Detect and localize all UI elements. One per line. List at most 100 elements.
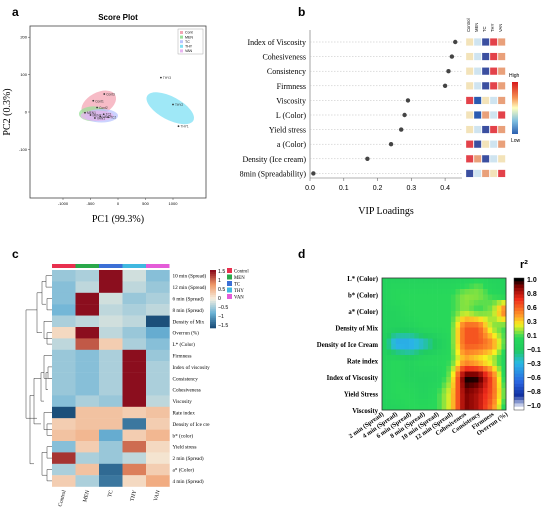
correlation-cell <box>455 349 461 356</box>
correlation-cell <box>487 344 493 350</box>
correlation-cell <box>441 294 447 301</box>
correlation-cell <box>404 300 410 306</box>
vip-category-label: Viscosity <box>276 96 306 105</box>
correlation-cell <box>427 333 433 339</box>
correlation-cell <box>469 327 475 334</box>
correlation-cell <box>473 360 479 367</box>
correlation-cell <box>441 316 447 323</box>
colorbar-step <box>210 314 216 317</box>
correlation-cell <box>409 382 415 389</box>
legend-label: THY <box>185 45 193 49</box>
correlation-cell <box>487 404 493 411</box>
correlation-cell <box>473 338 479 345</box>
correlation-cell <box>386 344 392 350</box>
correlation-cell <box>496 377 502 383</box>
colorbar-tick-label: −0.6 <box>527 375 541 382</box>
colorbar-step <box>514 360 524 365</box>
correlation-cell <box>432 338 438 345</box>
correlation-cell <box>437 377 443 383</box>
correlation-cell <box>432 355 438 361</box>
colorbar-tick-label: 1.5 <box>218 269 225 275</box>
vip-x-tick-label: 0.1 <box>339 185 349 192</box>
x-tick-label: 500 <box>142 201 149 206</box>
cluster-colorbar: 1.5 1 0.5 0 −0.5 −1 −1.5 <box>210 269 228 329</box>
correlation-cell <box>386 316 392 323</box>
heatmap-cell <box>146 384 170 396</box>
heatmap-row-label: Viscosity <box>173 399 193 405</box>
correlation-cell <box>441 283 447 290</box>
correlation-row-label: Density of Ice Cream <box>317 342 379 349</box>
colorbar-step <box>514 291 524 295</box>
heatmap-cell <box>146 281 170 293</box>
correlation-cell <box>409 349 415 356</box>
colorbar-step <box>210 299 216 302</box>
correlation-cell <box>395 327 401 334</box>
vip-group-cell <box>489 67 498 76</box>
vip-point <box>402 112 407 118</box>
correlation-cell <box>418 371 424 378</box>
correlation-cell <box>460 338 465 345</box>
correlation-cell <box>423 316 429 323</box>
colorbar-step <box>514 327 524 332</box>
heatmap-cell <box>99 384 123 396</box>
heatmap-cell <box>99 463 123 476</box>
colorbar-step <box>210 316 216 319</box>
correlation-cell <box>460 371 465 378</box>
correlation-cell <box>469 300 475 306</box>
correlation-cell <box>437 322 443 328</box>
correlation-cell <box>391 333 397 339</box>
colorbar-step <box>514 357 524 361</box>
correlation-cell <box>409 404 415 411</box>
correlation-cell <box>496 388 502 394</box>
correlation-cell <box>455 399 461 405</box>
colorbar-step <box>514 301 524 305</box>
correlation-cell <box>473 294 479 301</box>
correlation-cell <box>450 399 456 405</box>
correlation-cell <box>487 382 493 389</box>
correlation-cell <box>464 338 470 345</box>
vip-category-label: a (Color) <box>277 140 306 149</box>
correlation-cell <box>409 333 415 339</box>
score-ylabel: PC2 (0.3%) <box>2 88 13 135</box>
vip-point <box>449 54 455 59</box>
correlation-cell <box>395 278 401 284</box>
heatmap-cell <box>52 315 76 328</box>
vip-category-label: Index of Viscosity <box>248 38 306 47</box>
correlation-cell <box>409 355 415 361</box>
heatmap-cell <box>52 270 76 282</box>
heatmap-row-label: Index of viscosity <box>173 364 211 371</box>
colorbar-step <box>210 270 216 273</box>
correlation-cell <box>483 377 488 383</box>
correlation-cell <box>423 333 429 339</box>
colorbar-tick-label: −1 <box>218 314 224 320</box>
correlation-cell <box>409 344 415 350</box>
correlation-cell <box>473 377 479 383</box>
correlation-cell <box>409 305 415 312</box>
vip-column-headers: Control MEN TC THY VAN <box>466 18 503 32</box>
correlation-cell <box>464 294 470 301</box>
correlation-cell <box>418 311 424 317</box>
correlation-cell <box>460 322 465 328</box>
correlation-cell <box>427 393 433 400</box>
correlation-cell <box>483 371 488 378</box>
correlation-cell <box>478 382 484 389</box>
correlation-cell <box>441 322 447 328</box>
correlation-cell <box>455 344 461 350</box>
correlation-cell <box>400 322 406 328</box>
heatmap-cell <box>52 304 76 316</box>
heatmap-cell <box>99 349 123 362</box>
correlation-cell <box>382 300 387 306</box>
vip-group-cell <box>473 67 482 76</box>
correlation-cell <box>441 355 447 361</box>
correlation-cell <box>409 294 415 301</box>
correlation-cell <box>492 360 498 367</box>
correlation-cell <box>404 283 410 290</box>
correlation-cell <box>460 294 465 301</box>
correlation-cell <box>423 289 429 295</box>
correlation-cell <box>427 382 433 389</box>
correlation-colorbar: 1.0 0.8 0.6 0.3 0.1 −0.1 −0.3 −0.6 −0.8 −1.0 <box>513 277 541 411</box>
correlation-cell <box>400 283 406 290</box>
colorbar-step <box>514 281 524 285</box>
correlation-cell <box>391 338 397 345</box>
heatmap-cell <box>52 349 76 362</box>
